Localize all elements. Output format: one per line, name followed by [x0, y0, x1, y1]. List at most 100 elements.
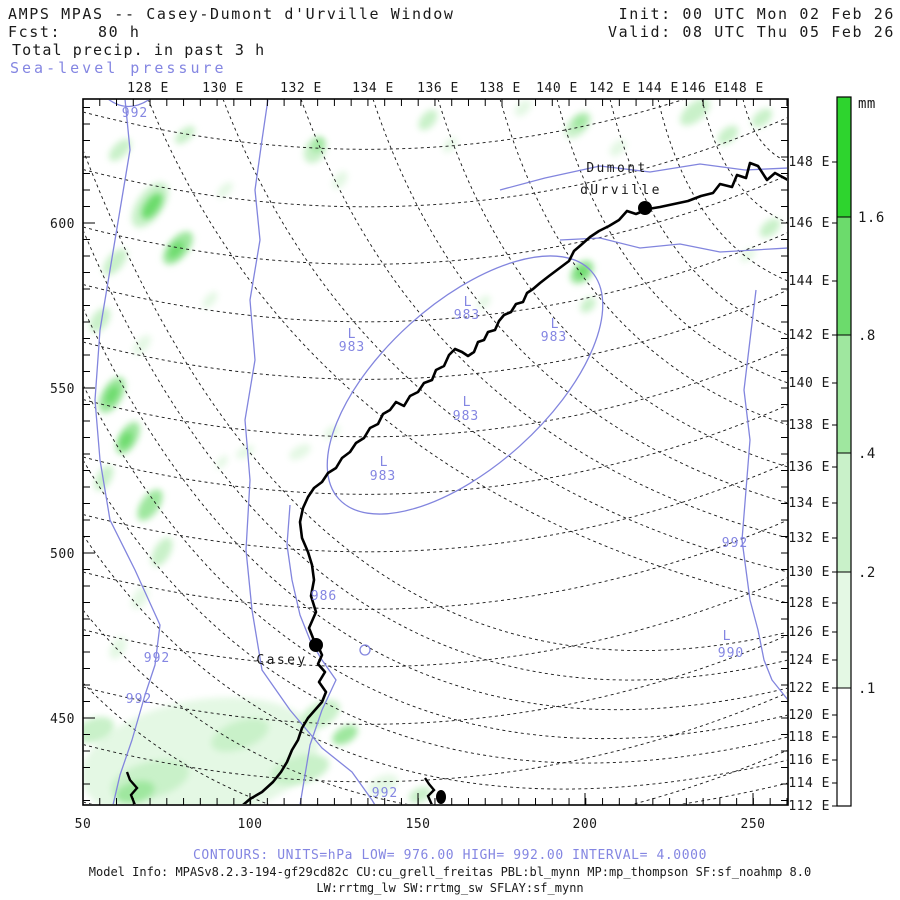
precip-blob: [332, 171, 348, 189]
graticule-line: [84, 749, 787, 804]
pressure-label: 992: [126, 692, 152, 707]
axis-label-bottom: 50: [75, 817, 92, 832]
graticule-line: [84, 577, 787, 668]
valid-time: Valid: 08 UTC Thu 05 Feb 26: [608, 23, 895, 41]
model-info-line-2: LW:rrtmg_lw SW:rrtmg_sw SFLAY:sf_mynn: [316, 881, 583, 895]
pressure-label: 990: [718, 646, 744, 661]
pressure-label: L: [723, 629, 732, 644]
axis-label-top: 148 E: [722, 81, 764, 96]
pressure-label: 983: [453, 409, 479, 424]
axis-label-bottom: 100: [238, 817, 263, 832]
precip-blob: [443, 137, 457, 153]
axis-label-right: 118 E: [788, 730, 830, 745]
graticule-line: [499, 100, 787, 426]
precip-blob: [84, 716, 115, 744]
precip-blob: [217, 182, 233, 198]
pressure-contour: [108, 100, 150, 108]
contour-info-line: CONTOURS: UNITS=hPa LOW= 976.00 HIGH= 99…: [193, 848, 707, 863]
pressure-label: 986: [311, 589, 337, 604]
axis-label-right: 138 E: [788, 418, 830, 433]
colorbar-tick-label: 1.6: [858, 210, 885, 226]
precip-blob: [740, 248, 756, 262]
header: AMPS MPAS -- Casey-Dumont d'Urville Wind…: [8, 5, 895, 77]
colorbar-tick-label: .1: [858, 681, 876, 697]
pressure-label: L: [463, 395, 472, 410]
graticule-line: [609, 100, 787, 336]
axis-label-right: 124 E: [788, 653, 830, 668]
axis-label-right: 116 E: [788, 753, 830, 768]
footer: CONTOURS: UNITS=hPa LOW= 976.00 HIGH= 99…: [89, 848, 811, 895]
precip-blob: [580, 297, 596, 313]
axis-label-bottom: 250: [741, 817, 766, 832]
overlay-label: Sea-level pressure: [10, 59, 227, 77]
precip-blob: [119, 431, 133, 449]
graticule-line: [84, 535, 787, 790]
colorbar-unit: mm: [858, 96, 876, 112]
pressure-label: L: [348, 327, 357, 342]
station-dot: [638, 201, 652, 215]
pressure-contour-closed: [326, 255, 604, 515]
axis-label-right: 134 E: [788, 496, 830, 511]
precip-blob: [131, 587, 149, 609]
graticule-line: [84, 231, 787, 681]
pressure-label: 983: [454, 308, 480, 323]
axis-label-right: 130 E: [788, 565, 830, 580]
precip-blob: [109, 637, 127, 659]
station-dot: [309, 638, 323, 652]
precip-blob: [151, 537, 173, 567]
colorbar-segment: [837, 688, 851, 806]
axis-label-right: 112 E: [788, 799, 830, 814]
precip-blob: [477, 295, 491, 309]
pressure-label: 992: [372, 786, 398, 801]
axis-label-top: 140 E: [536, 81, 578, 96]
axis-label-right: 148 E: [788, 155, 830, 170]
station-label: Dumont: [586, 161, 647, 176]
precip-blob: [312, 137, 324, 153]
precip-blob: [202, 291, 218, 309]
axis-label-top: 144 E: [637, 81, 679, 96]
graticule-line: [300, 100, 787, 539]
pressure-label: L: [380, 455, 389, 470]
colorbar-segment: [837, 572, 851, 688]
pressure-label: 983: [370, 469, 396, 484]
graticule-line: [84, 347, 787, 438]
precip-blob: [418, 109, 438, 131]
colorbar-segment: [837, 97, 851, 217]
axis-label-top: 146 E: [681, 81, 723, 96]
pressure-label: L: [551, 317, 560, 332]
pressure-contour: [286, 504, 337, 804]
pressure-label: L: [464, 295, 473, 310]
precip-blob: [235, 445, 255, 459]
pressure-contour: [559, 237, 787, 253]
precip-blob: [137, 489, 163, 521]
pressure-label: 983: [541, 330, 567, 345]
fcst-label: Fcst:: [8, 23, 61, 41]
colorbar-segment: [837, 335, 851, 453]
precip-blob: [751, 108, 773, 128]
latlon-graticule: [84, 100, 787, 804]
axis-label-bottom: 200: [573, 817, 598, 832]
pressure-contour: [244, 100, 376, 804]
colorbar-outline: [836, 96, 852, 807]
precip-blob: [332, 725, 358, 745]
axis-label-right: 142 E: [788, 328, 830, 343]
precip-blob: [133, 335, 151, 355]
colorbar-tick-label: .4: [858, 446, 876, 462]
graticule-line: [84, 462, 787, 553]
coastline-spur: [125, 771, 139, 804]
precip-blob: [717, 125, 739, 145]
pressure-contours: [94, 100, 787, 804]
precip-blob: [289, 444, 311, 460]
colorbar: 1.6 .8 .4 .2 .1 mm: [836, 96, 885, 807]
field-label: Total precip. in past 3 h: [12, 41, 265, 59]
precip-blob: [211, 718, 269, 752]
graticule-line: [84, 151, 787, 651]
pressure-contour: [499, 163, 787, 191]
coastline-path: [242, 161, 787, 804]
graticule-line: [84, 634, 787, 725]
graticule-line: [84, 232, 787, 323]
coastline-spur: [424, 777, 436, 804]
precip-blob: [575, 265, 589, 279]
